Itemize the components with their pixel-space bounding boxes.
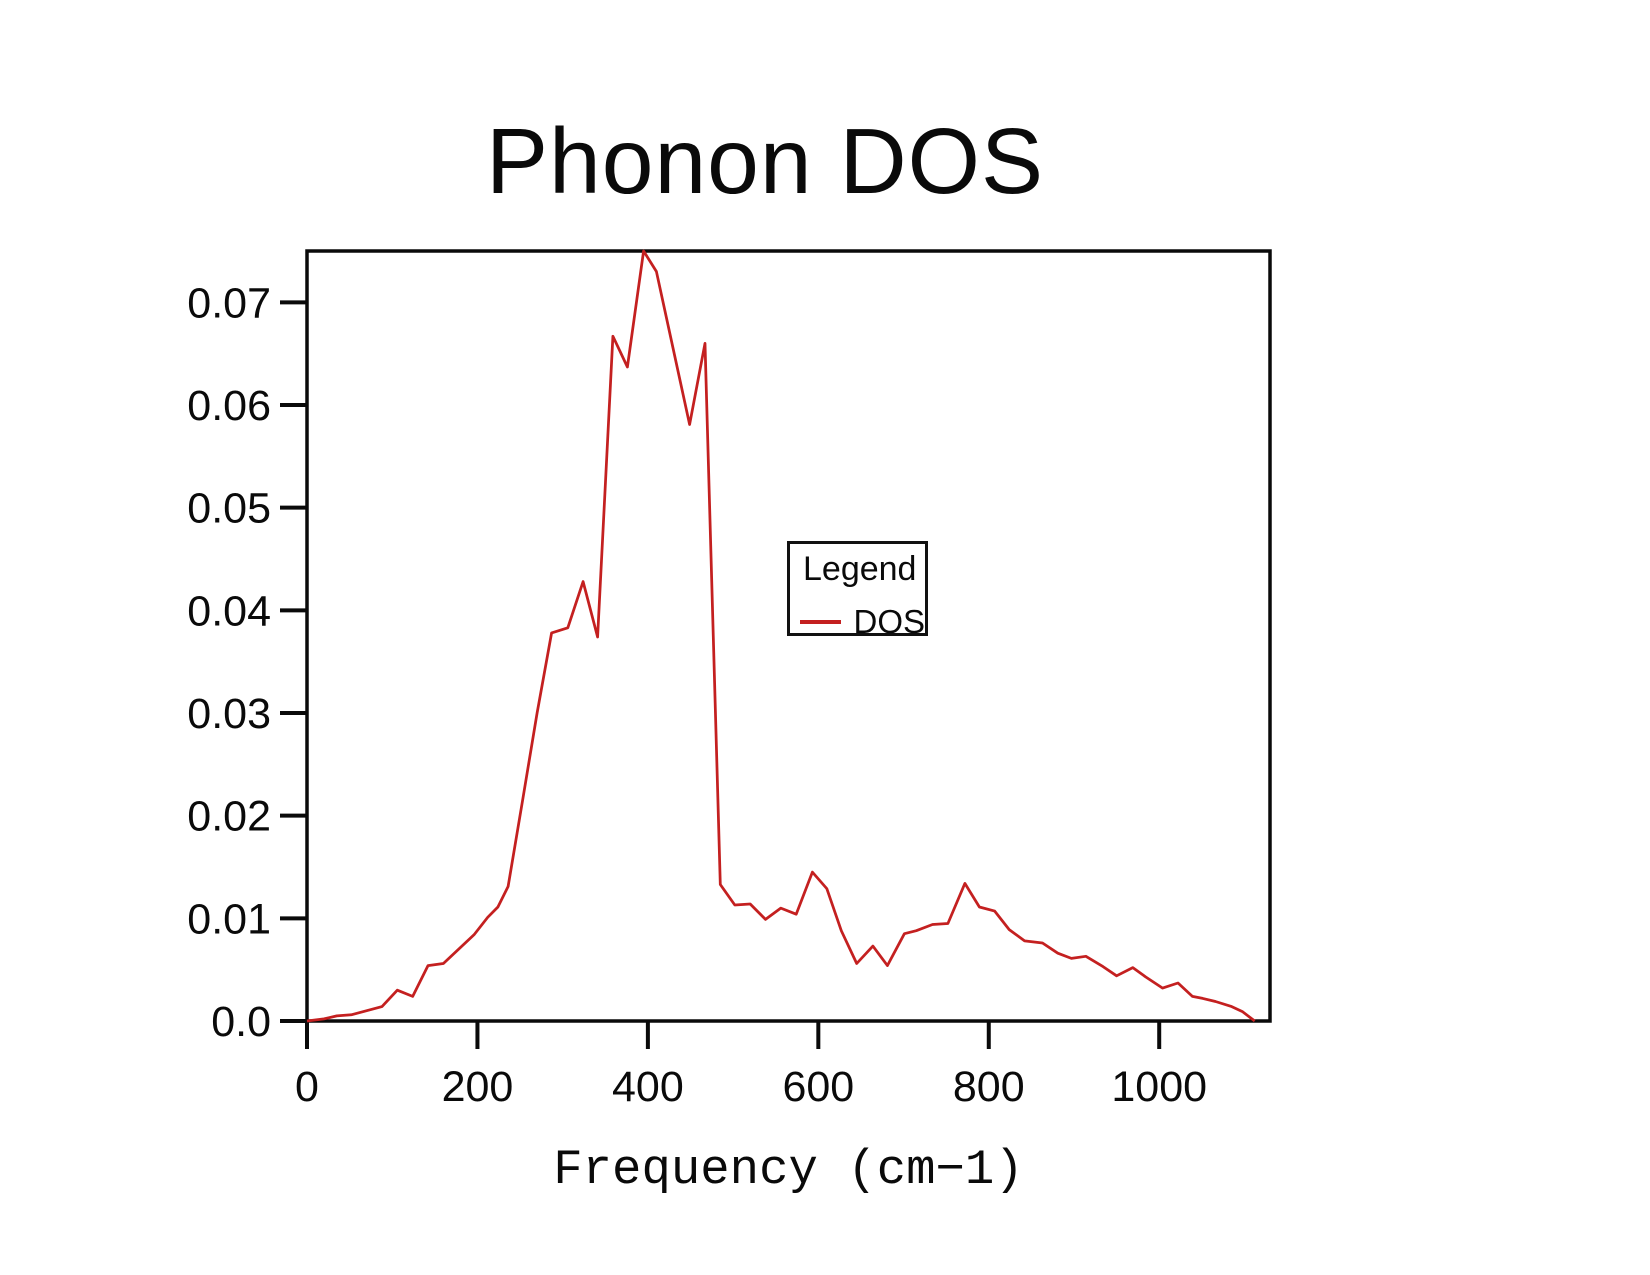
legend-title: Legend <box>803 550 917 588</box>
y-axis-tick-label: 0.04 <box>187 587 271 635</box>
x-axis-tick-label: 400 <box>612 1063 684 1111</box>
x-axis-tick-label: 800 <box>953 1063 1025 1111</box>
x-axis-label: Frequency (cm−1) <box>553 1142 1024 1198</box>
legend-line-swatch-icon <box>800 620 842 624</box>
plot-frame <box>305 249 1272 1023</box>
y-axis-tick-label: 0.07 <box>187 279 271 327</box>
y-axis-tick-label: 0.01 <box>187 895 271 943</box>
x-axis-tick-label: 0 <box>295 1063 319 1111</box>
x-axis-tick-label: 200 <box>442 1063 514 1111</box>
x-axis-tick-label: 600 <box>782 1063 854 1111</box>
x-axis-tick-label: 1000 <box>1111 1063 1207 1111</box>
chart-title: Phonon DOS <box>485 109 1044 213</box>
y-axis-tick-label: 0.0 <box>211 998 271 1046</box>
dos-curve <box>306 249 1256 1023</box>
legend-entry-dos: DOS <box>800 603 925 641</box>
y-axis-tick-label: 0.02 <box>187 793 271 841</box>
y-axis-tick-label: 0.05 <box>187 485 271 533</box>
y-axis-tick-label: 0.03 <box>187 690 271 738</box>
legend-box: Legend DOS <box>787 541 928 640</box>
y-axis-tick-label: 0.06 <box>187 382 271 430</box>
legend-entry-label: DOS <box>853 603 925 640</box>
